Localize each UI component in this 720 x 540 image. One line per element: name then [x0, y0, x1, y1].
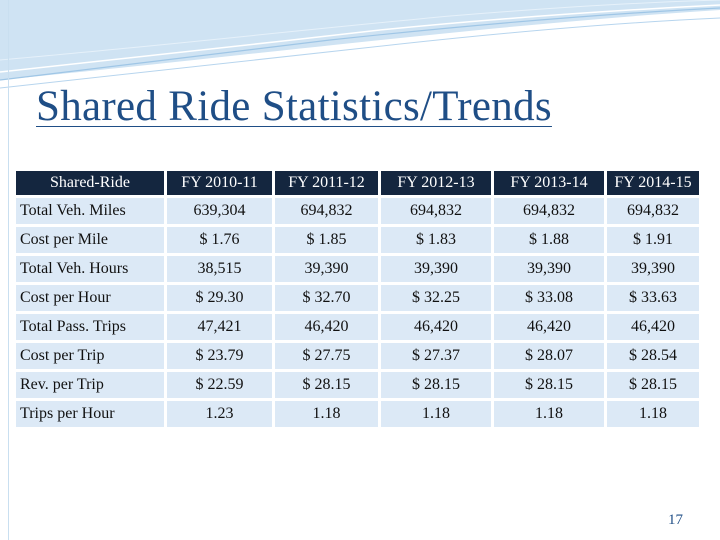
table-cell: $ 27.75 — [275, 343, 378, 369]
left-rule — [8, 0, 9, 540]
table-cell: $ 1.83 — [381, 227, 491, 253]
table-cell: 38,515 — [167, 256, 272, 282]
table-cell: 47,421 — [167, 314, 272, 340]
table-cell: 694,832 — [607, 198, 699, 224]
table-cell: $ 29.30 — [167, 285, 272, 311]
table-cell: 694,832 — [381, 198, 491, 224]
table-cell: $ 33.63 — [607, 285, 699, 311]
table-cell: $ 28.15 — [275, 372, 378, 398]
table-cell: $ 28.07 — [494, 343, 604, 369]
table-cell: 39,390 — [275, 256, 378, 282]
row-label: Cost per Trip — [16, 343, 164, 369]
column-header: FY 2013-14 — [494, 171, 604, 195]
table-cell: 1.18 — [275, 401, 378, 427]
table-cell: $ 32.70 — [275, 285, 378, 311]
table-cell: $ 28.15 — [494, 372, 604, 398]
table-cell: $ 23.79 — [167, 343, 272, 369]
table-cell: $ 22.59 — [167, 372, 272, 398]
table-cell: $ 1.88 — [494, 227, 604, 253]
decorative-swoosh — [0, 0, 720, 89]
table-row: Total Veh. Hours 38,515 39,390 39,390 39… — [16, 256, 699, 282]
row-label: Cost per Mile — [16, 227, 164, 253]
table-cell: $ 28.15 — [381, 372, 491, 398]
row-label: Trips per Hour — [16, 401, 164, 427]
table-cell: $ 28.15 — [607, 372, 699, 398]
row-label: Rev. per Trip — [16, 372, 164, 398]
column-header: FY 2010-11 — [167, 171, 272, 195]
table-row: Trips per Hour 1.23 1.18 1.18 1.18 1.18 — [16, 401, 699, 427]
column-header: Shared-Ride — [16, 171, 164, 195]
statistics-table: Shared-Ride FY 2010-11 FY 2011-12 FY 201… — [13, 168, 702, 430]
table-cell: $ 27.37 — [381, 343, 491, 369]
table-cell: 694,832 — [494, 198, 604, 224]
table-cell: $ 33.08 — [494, 285, 604, 311]
page-number: 17 — [668, 512, 683, 528]
row-label: Cost per Hour — [16, 285, 164, 311]
table-row: Cost per Hour $ 29.30 $ 32.70 $ 32.25 $ … — [16, 285, 699, 311]
table-header-row: Shared-Ride FY 2010-11 FY 2011-12 FY 201… — [16, 171, 699, 195]
table-cell: 694,832 — [275, 198, 378, 224]
table-cell: 46,420 — [275, 314, 378, 340]
table-cell: 39,390 — [494, 256, 604, 282]
table-row: Cost per Mile $ 1.76 $ 1.85 $ 1.83 $ 1.8… — [16, 227, 699, 253]
row-label: Total Veh. Miles — [16, 198, 164, 224]
table-row: Total Veh. Miles 639,304 694,832 694,832… — [16, 198, 699, 224]
row-label: Total Veh. Hours — [16, 256, 164, 282]
column-header: FY 2011-12 — [275, 171, 378, 195]
table-cell: 39,390 — [381, 256, 491, 282]
table-cell: $ 1.76 — [167, 227, 272, 253]
row-label: Total Pass. Trips — [16, 314, 164, 340]
table-cell: 1.18 — [607, 401, 699, 427]
table-cell: 639,304 — [167, 198, 272, 224]
table-cell: 46,420 — [381, 314, 491, 340]
column-header: FY 2012-13 — [381, 171, 491, 195]
table-cell: $ 1.85 — [275, 227, 378, 253]
slide-title: Shared Ride Statistics/Trends — [36, 83, 552, 130]
table-row: Cost per Trip $ 23.79 $ 27.75 $ 27.37 $ … — [16, 343, 699, 369]
table-cell: $ 32.25 — [381, 285, 491, 311]
table-cell: $ 28.54 — [607, 343, 699, 369]
table-row: Total Pass. Trips 47,421 46,420 46,420 4… — [16, 314, 699, 340]
table-row: Rev. per Trip $ 22.59 $ 28.15 $ 28.15 $ … — [16, 372, 699, 398]
table-cell: 1.18 — [494, 401, 604, 427]
table-cell: 46,420 — [494, 314, 604, 340]
table-cell: $ 1.91 — [607, 227, 699, 253]
table-cell: 1.23 — [167, 401, 272, 427]
table-cell: 39,390 — [607, 256, 699, 282]
table-cell: 46,420 — [607, 314, 699, 340]
table-cell: 1.18 — [381, 401, 491, 427]
column-header: FY 2014-15 — [607, 171, 699, 195]
